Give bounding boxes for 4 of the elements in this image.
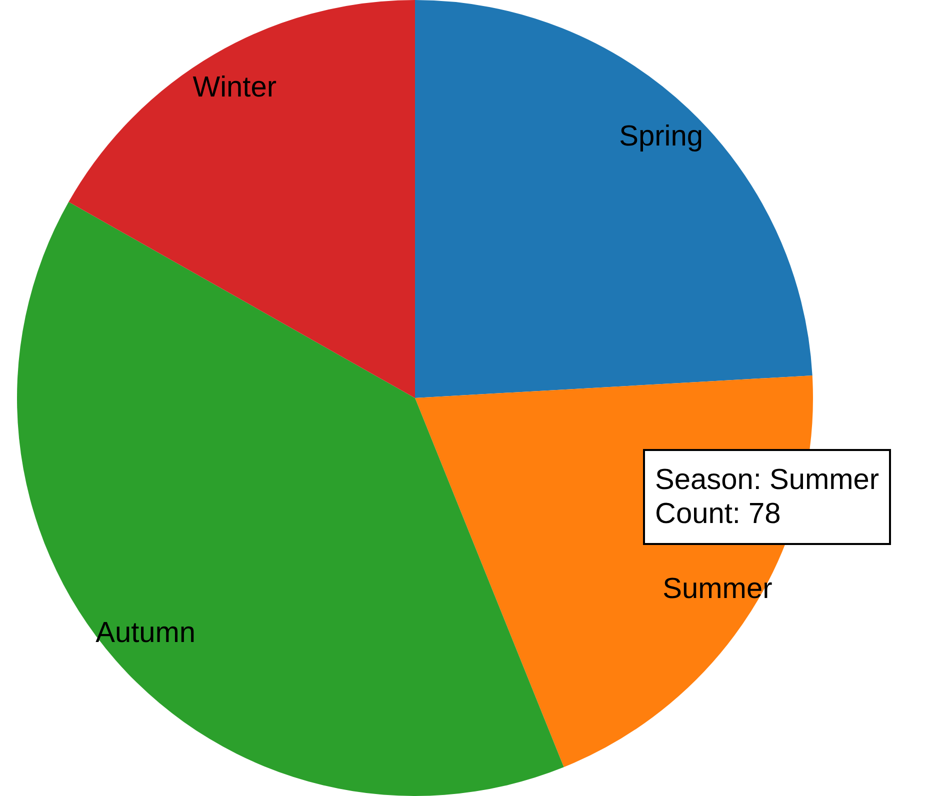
slice-label: Autumn [96,617,196,650]
slice-label: Winter [192,72,277,104]
text: Season: Summer Count: 78 [643,449,892,545]
slice-label: Spring [619,120,703,153]
